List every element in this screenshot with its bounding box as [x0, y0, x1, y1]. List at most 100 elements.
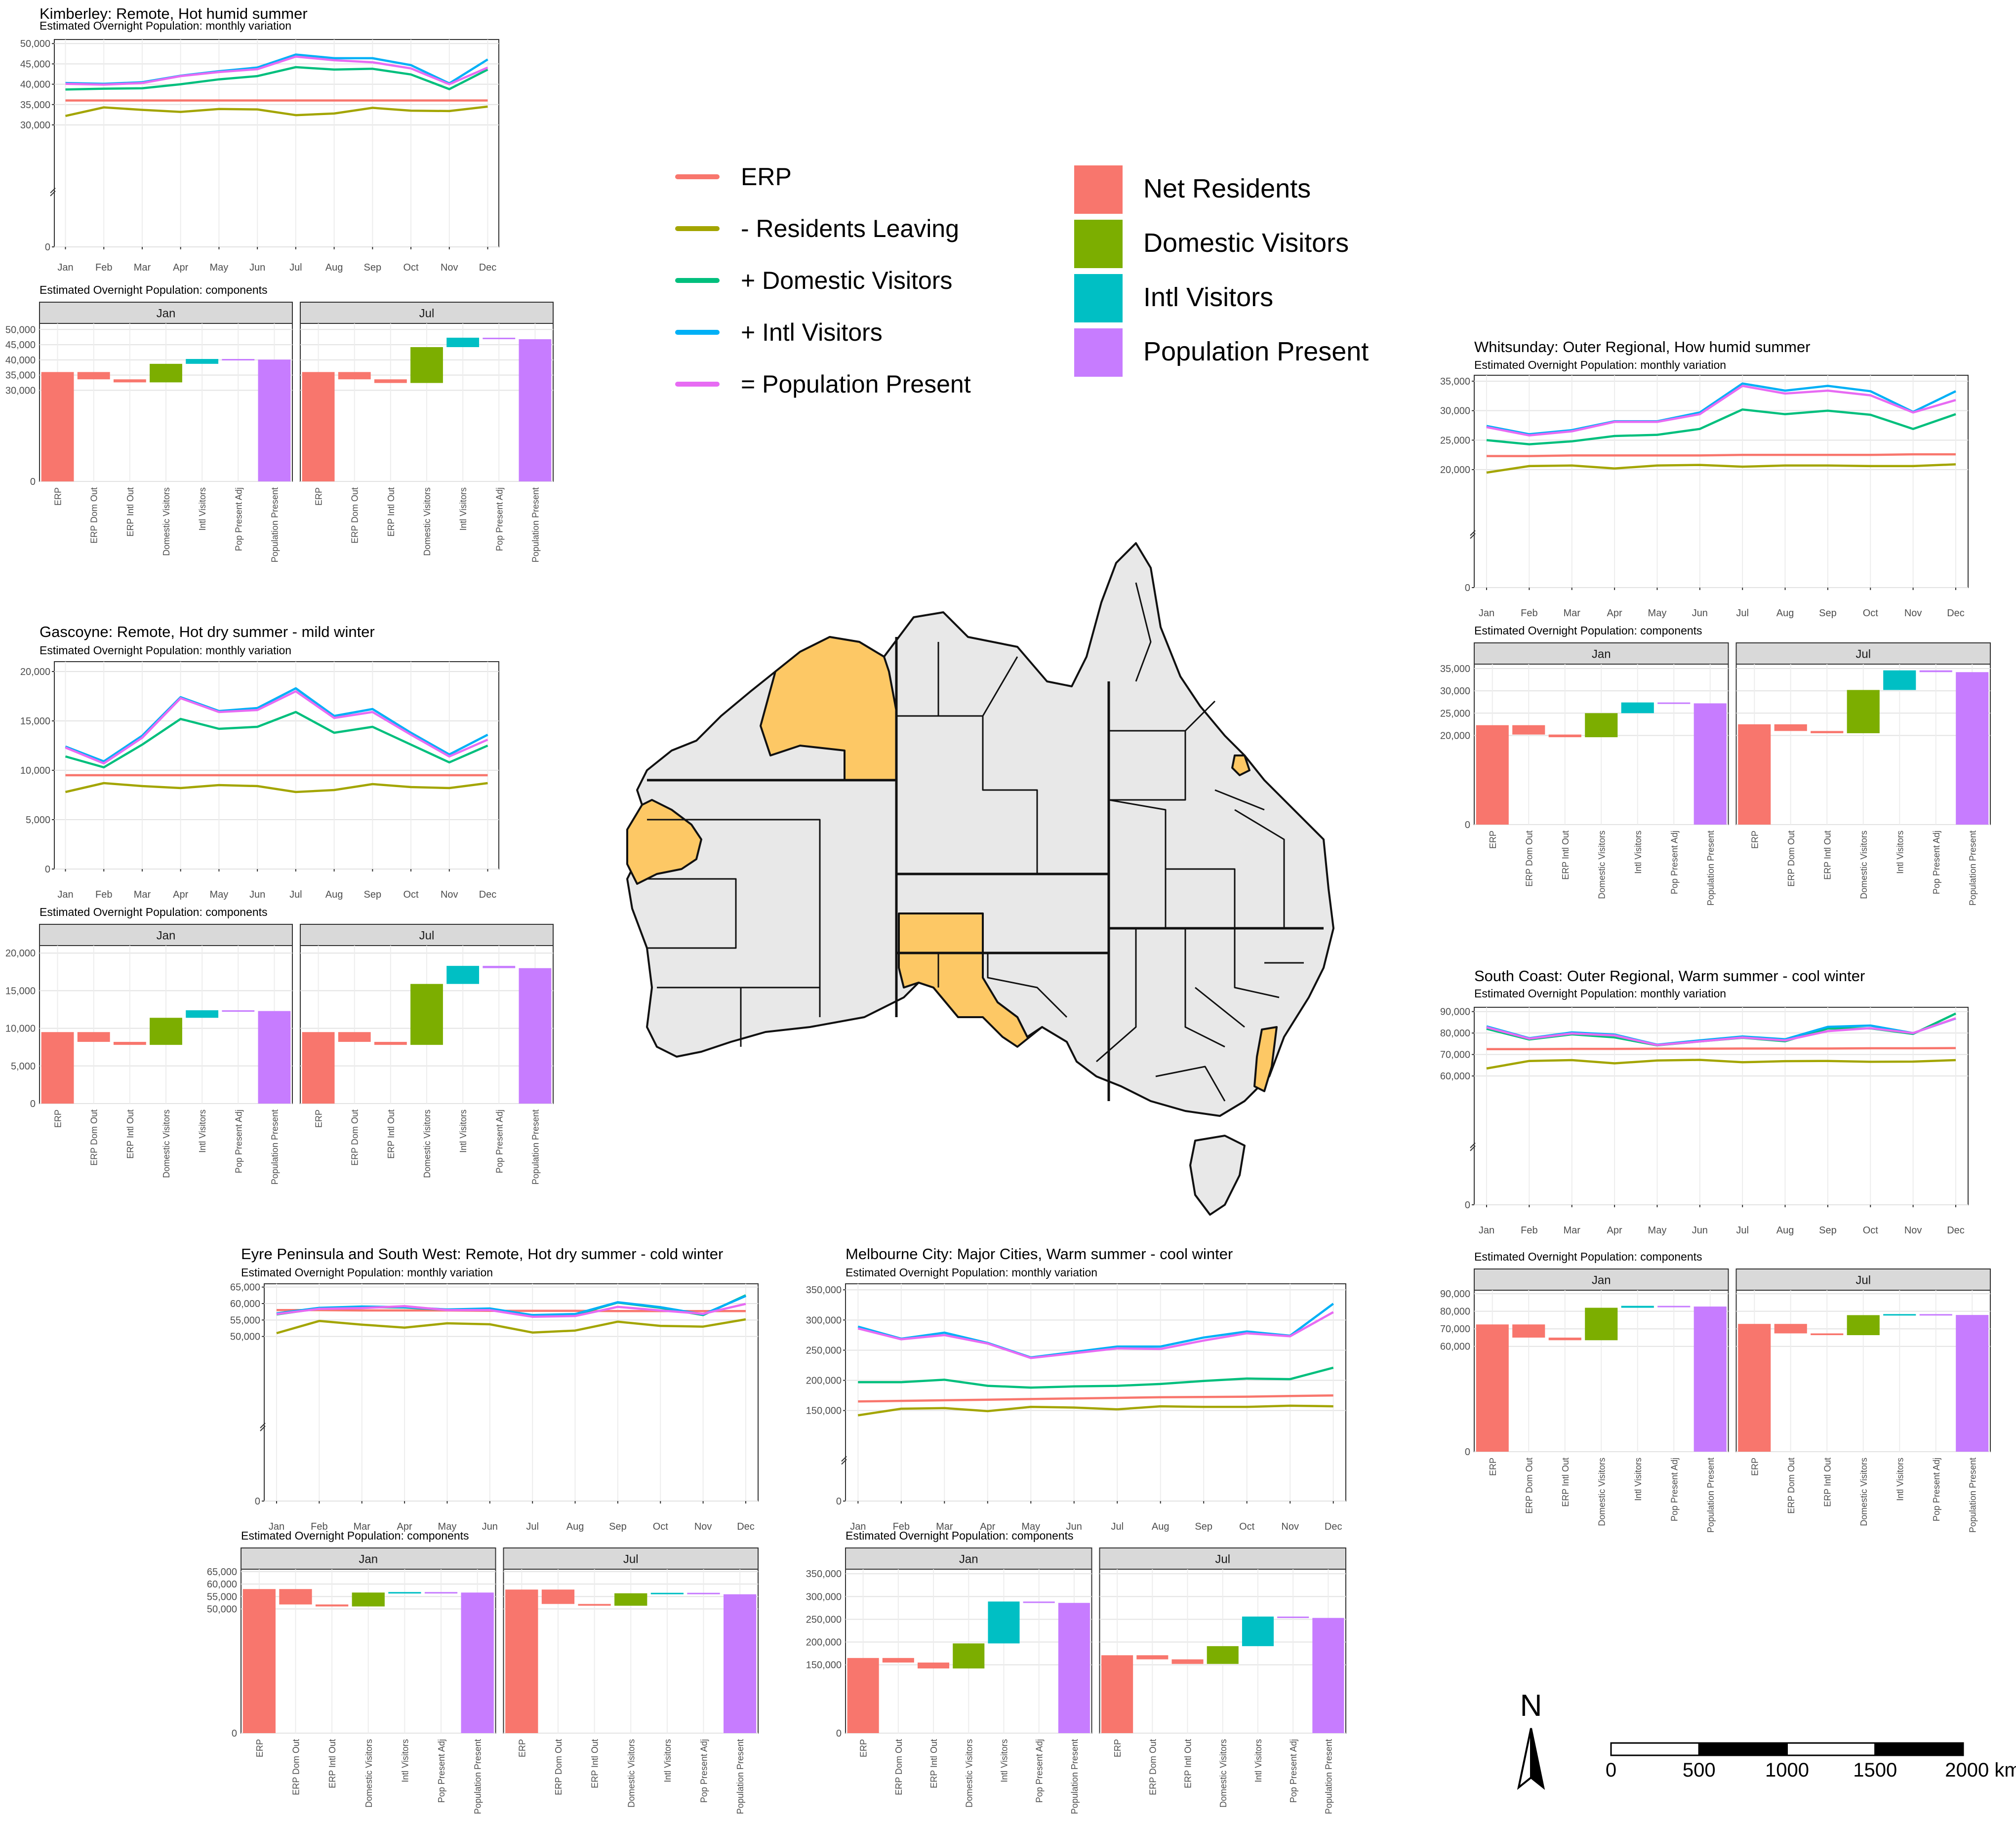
waterfall-bar-0 [242, 1589, 276, 1733]
y-tick-label: 15,000 [5, 986, 36, 996]
waterfall-bar-5 [1023, 1601, 1055, 1603]
x-category-label: Domestic Visitors [1859, 1458, 1869, 1526]
series-line-4 [276, 1303, 746, 1318]
x-category-label: ERP Dom Out [1786, 1458, 1796, 1514]
x-tick-label: Oct [1863, 608, 1879, 619]
y-tick-label: 60,000 [230, 1299, 260, 1309]
north-arrow-icon [1530, 1728, 1545, 1790]
axis-break-mark [50, 188, 56, 197]
waterfall-bar-2 [1811, 1333, 1844, 1335]
x-category-label: Population Present [530, 487, 540, 562]
y-tick-label: 5,000 [11, 1061, 36, 1072]
x-category-label: Intl Visitors [198, 487, 207, 531]
x-category-label: Pop Present Adj [234, 1109, 243, 1173]
series-line-0 [1487, 1047, 1956, 1051]
waterfall-bar-6 [1058, 1603, 1090, 1733]
waterfall-bar-2 [374, 1042, 407, 1045]
x-tick-label: Jun [482, 1521, 498, 1532]
y-tick-label: 0 [45, 242, 50, 253]
y-tick-label: 150,000 [806, 1406, 842, 1417]
facet-strip [1735, 1268, 1991, 1291]
x-category-label: ERP Intl Out [1822, 1458, 1832, 1507]
series-line-4 [65, 690, 488, 765]
waterfall-bar-0 [1738, 1324, 1771, 1452]
waterfall-bar-0 [1101, 1655, 1133, 1733]
facet-strip-label: Jul [419, 929, 435, 943]
x-category-label: Intl Visitors [1895, 831, 1905, 874]
chart-subtitle: Estimated Overnight Population: monthly … [40, 644, 291, 657]
x-category-label: Domestic Visitors [964, 1739, 974, 1808]
legend-box-swatch [1074, 274, 1123, 322]
y-tick-label: 25,000 [1440, 708, 1470, 719]
x-tick-label: May [210, 889, 229, 900]
y-tick-label: 80,000 [1440, 1028, 1470, 1039]
facet-strip-label: Jul [1855, 648, 1871, 661]
x-tick-label: Jan [850, 1521, 866, 1532]
series-line-0 [1487, 453, 1956, 457]
waterfall-bar-0 [302, 372, 335, 481]
x-tick-label: Oct [1863, 1225, 1879, 1236]
axis-break-mark [841, 1456, 847, 1465]
y-tick-label: 150,000 [806, 1660, 842, 1671]
waterfall-bar-1 [1774, 1324, 1807, 1334]
x-tick-label: Feb [1521, 1225, 1537, 1236]
x-tick-label: Jan [1479, 1225, 1494, 1236]
y-tick-label: 45,000 [5, 340, 36, 351]
x-tick-label: Apr [173, 262, 188, 273]
y-tick-label: 0 [836, 1728, 842, 1739]
legend-line-label: - Residents Leaving [741, 215, 959, 242]
waterfall-bar-1 [1512, 1324, 1545, 1338]
x-category-label: ERP Intl Out [386, 487, 396, 537]
waterfall-bar-4 [388, 1592, 421, 1594]
waterfall-bar-6 [724, 1594, 757, 1733]
y-tick-label: 45,000 [20, 59, 50, 70]
y-tick-label: 20,000 [5, 948, 36, 959]
y-tick-label: 90,000 [1440, 1289, 1470, 1300]
waterfall-bar-0 [302, 1032, 335, 1104]
x-category-label: Intl Visitors [1895, 1458, 1905, 1501]
axis-break-mark [260, 1423, 266, 1431]
waterfall-bar-5 [222, 359, 255, 360]
scale-bar-label: 1500 [1853, 1759, 1897, 1781]
waterfall-bar-0 [1476, 725, 1509, 825]
line-panel: 0 30,000 35,000 40,000 45,000 50,000 Jan Feb Mar… [20, 39, 499, 273]
map-region-gascoyne [626, 799, 702, 885]
x-tick-label: Jun [1066, 1521, 1082, 1532]
waterfall-bar-3 [1585, 1307, 1618, 1341]
waterfall-bar-3 [953, 1643, 985, 1669]
x-tick-label: Jul [1736, 608, 1749, 619]
facet-strip [845, 1547, 1092, 1570]
y-tick-label: 60,000 [207, 1579, 237, 1590]
axis-break-mark [1470, 530, 1476, 539]
series-line-2 [1486, 408, 1956, 446]
waterfall-bar-4 [446, 337, 480, 347]
y-tick-label: 35,000 [1440, 376, 1470, 387]
waterfall-bar-1 [1136, 1655, 1169, 1660]
waterfall-bar-2 [1548, 734, 1581, 738]
x-tick-label: Dec [1947, 608, 1965, 619]
facet-strip [1735, 642, 1991, 665]
x-tick-label: Sep [1819, 608, 1837, 619]
waterfall-bar-4 [1621, 702, 1654, 713]
x-category-label: ERP [314, 487, 324, 506]
x-tick-label: Sep [1819, 1225, 1837, 1236]
x-category-label: Domestic Visitors [1597, 1458, 1607, 1526]
waterfall-bar-5 [1919, 670, 1952, 673]
x-category-label: ERP [1750, 1458, 1760, 1476]
waterfall-bar-1 [77, 372, 110, 380]
line-panel: 0 50,000 55,000 60,000 65,000 Jan Feb Mar Apr May… [230, 1282, 759, 1532]
legend-line-label: + Intl Visitors [741, 318, 883, 346]
y-tick-label: 65,000 [207, 1567, 237, 1578]
waterfall-bar-6 [519, 339, 552, 481]
y-tick-label: 10,000 [5, 1024, 36, 1034]
facet-strip [300, 302, 554, 324]
x-category-label: Domestic Visitors [422, 1109, 432, 1178]
x-category-label: Intl Visitors [1633, 831, 1643, 874]
scale-bar-label: 0 [1606, 1759, 1616, 1781]
x-category-label: ERP Intl Out [125, 487, 135, 537]
x-tick-label: Aug [1776, 608, 1794, 619]
waterfall-bar-5 [424, 1592, 458, 1594]
waterfall-bar-4 [1621, 1306, 1654, 1308]
component-panel-jan: Jan 0 5,000 10,000 15,000 20,000 ERP ERP Dom Ou… [5, 924, 293, 1185]
